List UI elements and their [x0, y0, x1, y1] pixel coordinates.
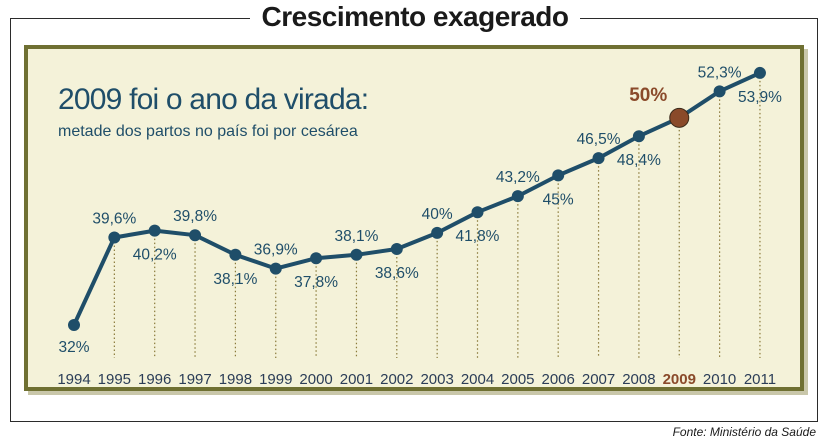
x-tick-label: 1996 [138, 371, 171, 388]
data-point [511, 190, 524, 203]
x-tick-label: 2006 [542, 371, 575, 388]
data-label: 36,9% [254, 242, 298, 259]
data-point [431, 226, 444, 239]
data-point [148, 224, 161, 237]
data-point [229, 248, 242, 261]
chart-subtitle: metade dos partos no país foi por cesáre… [58, 123, 358, 140]
data-point [310, 252, 323, 265]
data-point [753, 66, 766, 79]
data-label: 38,1% [334, 228, 378, 245]
data-label: 38,1% [213, 271, 257, 288]
x-tick-label: 2009 [663, 371, 696, 388]
x-tick-label: 2003 [420, 371, 453, 388]
data-label: 40% [422, 206, 453, 223]
data-point [632, 130, 645, 143]
data-point [350, 248, 363, 261]
x-tick-label: 1997 [178, 371, 211, 388]
x-tick-label: 2004 [461, 371, 494, 388]
data-point [471, 206, 484, 219]
data-label: 32% [58, 339, 89, 356]
data-label: 45% [543, 191, 574, 208]
x-tick-label: 2010 [703, 371, 736, 388]
highlight-point [669, 107, 690, 128]
x-tick-label: 2005 [501, 371, 534, 388]
data-label: 40,2% [133, 247, 177, 264]
source-note: Fonte: Ministério da Saúde [672, 425, 816, 439]
data-label: 39,8% [173, 208, 217, 225]
chart-panel [24, 45, 804, 391]
headline: Crescimento exagerado [0, 0, 830, 34]
data-point [189, 229, 202, 242]
chart-title: 2009 foi o ano da virada: [58, 83, 369, 116]
data-point [390, 243, 403, 256]
data-label: 37,8% [294, 274, 338, 291]
data-label: 43,2% [496, 169, 540, 186]
data-label: 50% [629, 85, 667, 106]
x-tick-label: 2002 [380, 371, 413, 388]
x-tick-label: 1995 [98, 371, 131, 388]
x-tick-label: 2011 [744, 371, 776, 388]
data-point [108, 231, 121, 244]
x-tick-label: 1994 [57, 371, 90, 388]
data-label: 52,3% [698, 64, 742, 81]
data-point [68, 319, 80, 331]
data-point [552, 169, 565, 182]
x-tick-label: 2001 [340, 371, 373, 388]
data-label: 53,9% [738, 89, 782, 106]
data-point [713, 85, 726, 98]
data-label: 41,8% [456, 228, 500, 245]
x-tick-label: 2007 [582, 371, 615, 388]
headline-text: Crescimento exagerado [249, 0, 581, 34]
data-label: 48,4% [617, 152, 661, 169]
data-point [269, 262, 282, 275]
data-label: 38,6% [375, 265, 419, 282]
data-label: 46,5% [577, 131, 621, 148]
x-tick-label: 2000 [299, 371, 332, 388]
data-label: 39,6% [92, 211, 136, 228]
series-line [72, 70, 762, 327]
x-tick-label: 2008 [622, 371, 655, 388]
x-tick-label: 1998 [219, 371, 252, 388]
x-tick-label: 1999 [259, 371, 292, 388]
data-point [592, 152, 605, 165]
